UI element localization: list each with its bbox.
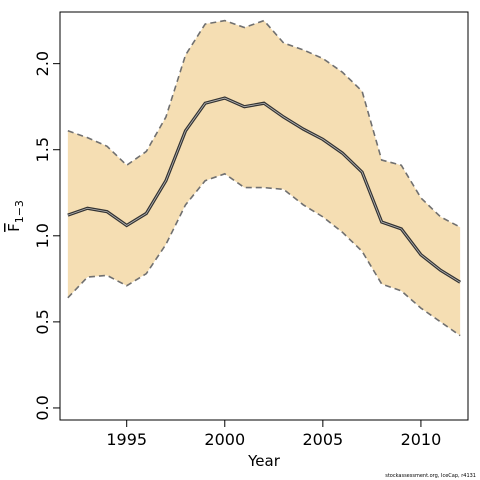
x-axis: 1995 2000 2005 2010 xyxy=(106,420,441,449)
y-axis: 0.0 0.5 1.0 1.5 2.0 xyxy=(33,51,60,421)
x-tick-label: 2000 xyxy=(204,430,245,449)
y-tick-label: 0.0 xyxy=(33,395,52,420)
svg-text:F1−3: F1−3 xyxy=(5,200,26,232)
credit-text: stockassessment.org, IceCap, r4131 xyxy=(385,473,476,479)
confidence-band xyxy=(67,20,461,336)
plot-area xyxy=(67,19,461,337)
y-axis-title-main: F xyxy=(5,223,23,232)
lower-bound-line xyxy=(67,172,461,337)
y-tick-label: 1.5 xyxy=(33,137,52,162)
x-tick-label: 2005 xyxy=(302,430,343,449)
y-axis-title: F1−3 xyxy=(5,200,26,232)
plot-frame xyxy=(59,11,469,421)
y-tick-label: 0.5 xyxy=(33,309,52,334)
estimate-line xyxy=(67,97,461,283)
y-tick-label: 1.0 xyxy=(33,223,52,248)
x-axis-title: Year xyxy=(247,452,281,470)
x-tick-label: 1995 xyxy=(106,430,147,449)
x-tick-label: 2010 xyxy=(401,430,442,449)
y-tick-label: 2.0 xyxy=(33,51,52,76)
y-axis-title-sub: 1−3 xyxy=(13,200,26,223)
upper-bound-line xyxy=(67,19,461,228)
